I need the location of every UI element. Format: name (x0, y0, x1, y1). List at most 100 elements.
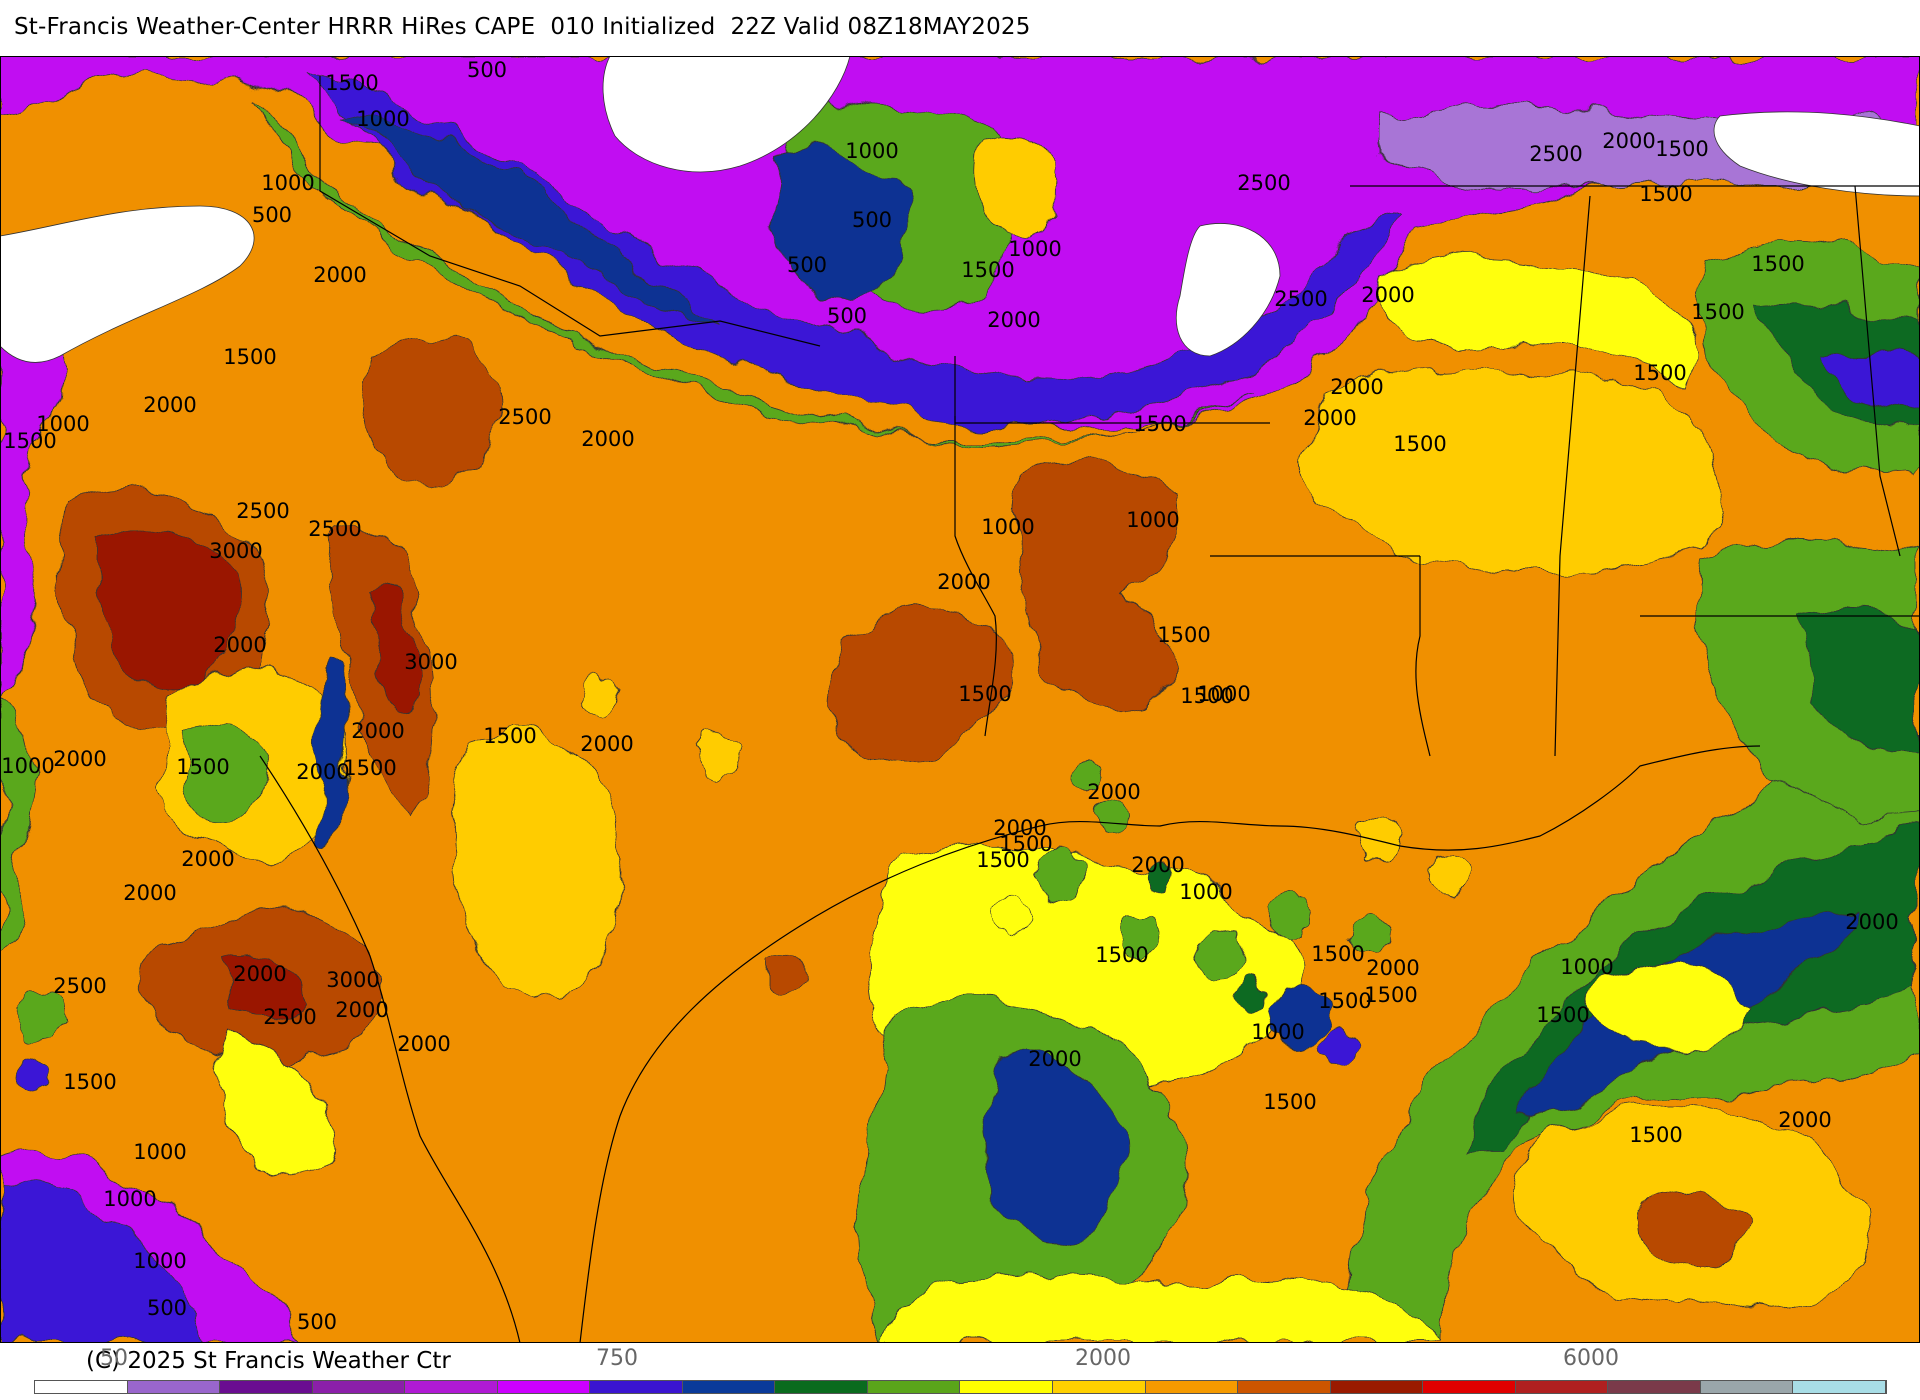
contour-label: 1500 (1311, 942, 1364, 966)
cell (991, 897, 1029, 935)
cell (1269, 985, 1331, 1047)
colorbar-tick-label: 2000 (1075, 1346, 1131, 1371)
south-west-max-cape (219, 953, 311, 1025)
west-navy-streak (317, 655, 348, 848)
contour-label: 2000 (993, 816, 1046, 840)
cell (1195, 931, 1245, 981)
contour-label: 1500 (1180, 684, 1233, 708)
far-east-dark-green (1799, 611, 1920, 757)
contour-label: 3000 (404, 650, 457, 674)
cell (1321, 1027, 1359, 1065)
east-gold (1299, 369, 1722, 573)
cell (13, 1059, 47, 1093)
contour-label: 1500 (1639, 182, 1692, 206)
central-west-gold (453, 730, 623, 998)
west-central-max-cape (369, 584, 421, 714)
north-central-navy (769, 147, 907, 307)
colorbar-swatch (127, 1381, 221, 1393)
state-border-al-ga (1854, 185, 1901, 557)
colorbar-swatch (312, 1381, 406, 1393)
contour-label: 2000 (143, 393, 196, 417)
no-data-northwest (0, 205, 255, 363)
contour-label: 2000 (123, 881, 176, 905)
colorbar-swatch (405, 1381, 498, 1393)
cell (581, 677, 619, 715)
contour-label: 1500 (976, 848, 1029, 872)
north-blue-band (298, 75, 1401, 427)
contour-label: 2000 (1361, 283, 1414, 307)
contour-label: 1500 (1393, 432, 1446, 456)
contour-label: 2000 (53, 747, 106, 771)
southwest-yellow (219, 1035, 341, 1178)
contour-label: 1000 (133, 1249, 186, 1273)
cell (1093, 799, 1127, 833)
state-border-panhandle-west (319, 76, 821, 347)
contour-label: 3000 (326, 968, 379, 992)
southeast-rust (1637, 1195, 1751, 1269)
contour-label: 1500 (176, 755, 229, 779)
colorbar-swatch (682, 1381, 776, 1393)
cell (1429, 855, 1471, 897)
cell (1349, 915, 1391, 957)
contour-label: 500 (297, 1310, 337, 1334)
north-central-gold (975, 137, 1063, 239)
contour-label: 2000 (335, 998, 388, 1022)
contour-label: 2000 (213, 633, 266, 657)
no-data-north (602, 56, 851, 173)
cell (697, 733, 743, 779)
colorbar-tick-label: 750 (596, 1346, 638, 1371)
west-edge-green (0, 695, 31, 957)
contour-label: 1000 (1560, 955, 1613, 979)
contour-label: 1000 (1179, 880, 1232, 904)
contour-label: 2000 (181, 847, 234, 871)
contour-label: 2000 (987, 308, 1040, 332)
cell (1117, 913, 1163, 959)
rio-grande (259, 755, 521, 1343)
contour-label: 1500 (1318, 989, 1371, 1013)
colorbar-tick-label: 50 (100, 1346, 128, 1371)
north-green-fringe (249, 95, 1251, 447)
contour-label: 1500 (999, 832, 1052, 856)
contour-label: 2500 (1274, 287, 1327, 311)
central-high-cape (829, 607, 1012, 759)
colorbar-swatch (590, 1381, 683, 1393)
east-yellow (1378, 257, 1705, 387)
contour-label: 2000 (397, 1032, 450, 1056)
contour-label: 1000 (1, 754, 54, 778)
gulf-coastline (579, 745, 1761, 1343)
contour-label: 1500 (1633, 361, 1686, 385)
contour-label: 1000 (103, 1187, 156, 1211)
contour-label: 2000 (351, 719, 404, 743)
cell (15, 991, 65, 1041)
colorbar-swatch (35, 1381, 128, 1393)
state-border-la-ms (1415, 556, 1431, 757)
contour-label: 1500 (1095, 943, 1148, 967)
contour-label: 2000 (1845, 910, 1898, 934)
convective-cells (13, 677, 1471, 1093)
contour-label: 1500 (343, 756, 396, 780)
contour-label: 2000 (581, 427, 634, 451)
contour-label: 2500 (1237, 171, 1290, 195)
north-west-high-cape (359, 338, 503, 487)
cell (1235, 981, 1265, 1011)
colorbar-swatch (1053, 1381, 1146, 1393)
colorbar-swatch (1145, 1381, 1239, 1393)
contour-label: 1000 (1197, 682, 1250, 706)
colorbar-swatch (1793, 1381, 1886, 1393)
contour-label: 2000 (1087, 780, 1140, 804)
contour-label: 500 (252, 203, 292, 227)
cell (1145, 861, 1175, 891)
contour-labels: 1500500100010005002000150020001000150025… (1, 58, 1898, 1334)
contour-label: 2500 (308, 517, 361, 541)
south-yellow-band (879, 1273, 1441, 1343)
contour-label: 1500 (961, 258, 1014, 282)
contour-label: 1500 (1655, 137, 1708, 161)
cell (1033, 849, 1087, 903)
cape-fields (0, 56, 1920, 1343)
no-data-north-central (1175, 223, 1281, 357)
west-green-pocket (185, 725, 271, 819)
contour-label: 1500 (1157, 623, 1210, 647)
colorbar-swatch (1700, 1381, 1794, 1393)
central-south-spot (769, 954, 807, 996)
contour-label: 2000 (1778, 1108, 1831, 1132)
